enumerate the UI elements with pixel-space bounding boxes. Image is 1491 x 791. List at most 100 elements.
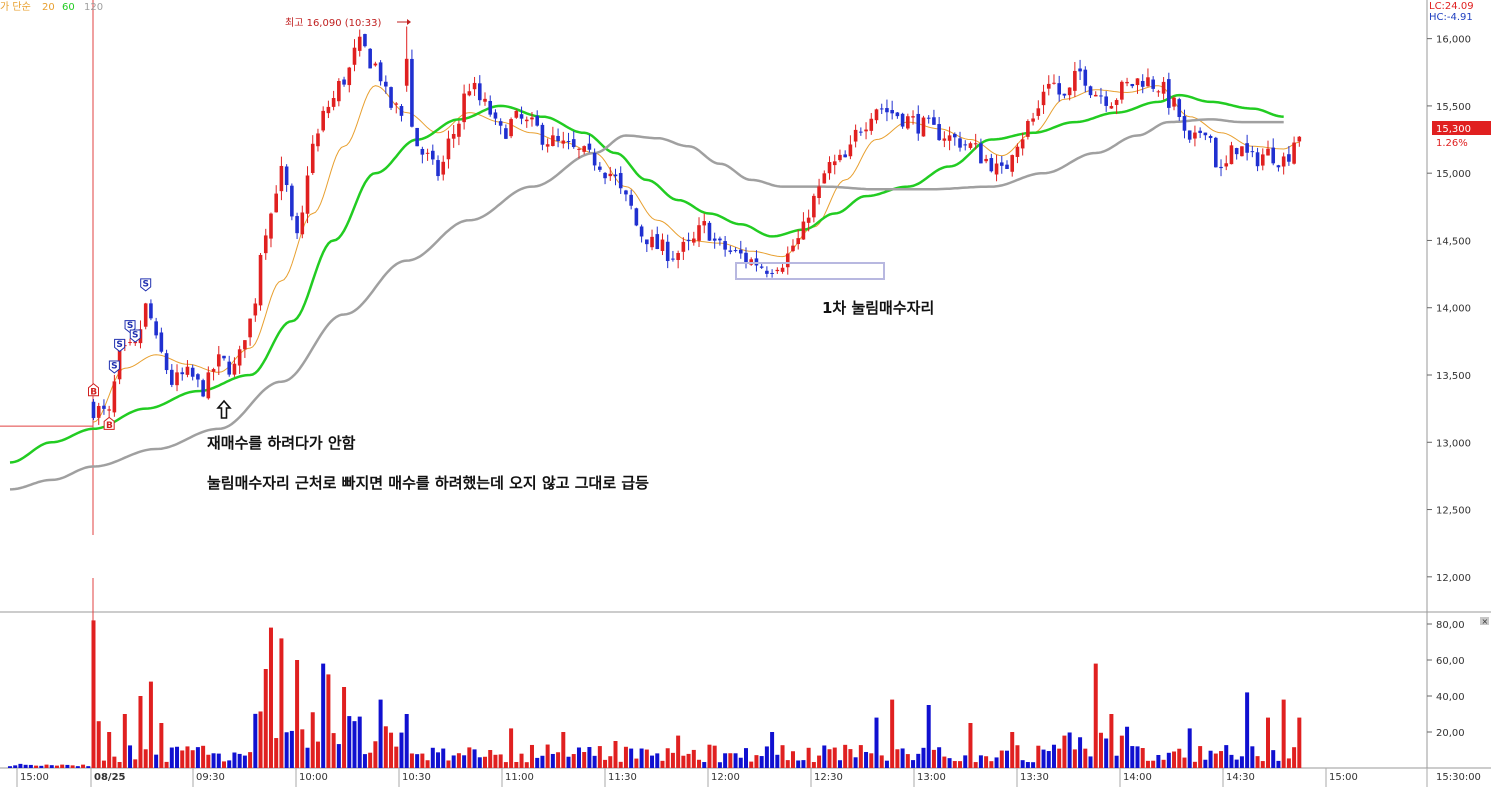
candle-body <box>415 127 419 147</box>
candle-body <box>885 108 889 113</box>
candle-body <box>1099 95 1103 97</box>
time-tick-label: 12:00 <box>711 772 740 783</box>
price-tick-label: 14,000 <box>1436 304 1471 315</box>
candle-body <box>368 48 372 69</box>
candle-body <box>660 239 665 252</box>
volume-bar <box>107 732 112 768</box>
candle-body <box>1224 163 1229 167</box>
candle-body <box>994 163 999 175</box>
sell-marker <box>108 360 120 374</box>
candle-body <box>300 212 305 235</box>
volume-bar <box>540 755 545 768</box>
candle-body <box>462 93 466 123</box>
volume-bar <box>571 754 576 768</box>
candle-body <box>613 174 618 177</box>
candle-body <box>472 82 477 90</box>
candle-body <box>634 208 639 226</box>
volume-bar <box>843 744 848 768</box>
volume-tick-label: 80,00 <box>1436 620 1465 631</box>
volume-bar <box>639 748 644 768</box>
volume-bar <box>101 760 106 768</box>
volume-bar <box>1234 759 1239 768</box>
volume-bar <box>483 756 487 768</box>
candle-body <box>243 340 247 350</box>
candle-body <box>1073 70 1077 91</box>
time-axis: 15:00 08/25 09:30 10:00 10:30 11:00 11:30 12:00… <box>16 768 1481 787</box>
candle-body <box>404 58 409 86</box>
volume-bar <box>195 747 200 768</box>
candle-body <box>618 173 623 189</box>
candle-body <box>942 138 947 141</box>
volume-bar <box>864 751 869 768</box>
volume-bar <box>441 748 446 768</box>
candle-body <box>556 135 560 141</box>
volume-bar <box>644 749 649 768</box>
sell-marker <box>114 338 126 353</box>
volume-bar <box>1145 760 1150 768</box>
candle-body <box>514 110 519 118</box>
time-tick-label: 13:30 <box>1020 772 1049 783</box>
volume-bar <box>1177 748 1182 768</box>
volume-bar <box>232 752 237 768</box>
candle-body <box>879 108 884 110</box>
volume-bar <box>34 765 39 768</box>
candle-body <box>1281 156 1286 167</box>
candle-body <box>1140 81 1145 87</box>
volume-bar <box>148 681 153 768</box>
candle-body <box>754 258 759 266</box>
candle-body <box>906 116 910 129</box>
candle-body <box>827 162 832 174</box>
candle-body <box>1088 86 1093 96</box>
volume-bar <box>1187 728 1192 768</box>
volume-bar <box>1114 755 1119 768</box>
candle-body <box>770 272 774 274</box>
volume-bar <box>394 746 399 768</box>
volume-bar <box>154 754 159 768</box>
close-icon[interactable]: × <box>1482 617 1489 626</box>
candle-body <box>1182 116 1187 131</box>
candle-body <box>848 144 853 157</box>
candle-body <box>1146 77 1150 87</box>
candle-body <box>598 166 602 170</box>
volume-bar <box>420 753 425 768</box>
volume-pane-close-button[interactable] <box>1480 617 1489 625</box>
time-tick-label: 14:30 <box>1226 772 1255 783</box>
candle-body <box>738 249 743 254</box>
candle-body <box>1193 132 1197 139</box>
volume-bar <box>1182 757 1187 768</box>
candle-body <box>352 47 357 65</box>
candle-body <box>222 355 226 359</box>
candle-body <box>911 116 915 118</box>
buy-marker-label: B <box>90 387 97 397</box>
volume-bar <box>227 760 232 768</box>
candle-body <box>284 166 289 186</box>
volume-bar <box>342 687 347 768</box>
volume-bar <box>1093 663 1098 768</box>
volume-bar <box>1276 760 1281 768</box>
price-tick-label: 15,000 <box>1436 169 1471 180</box>
volume-bar <box>712 745 717 768</box>
candle-body <box>357 36 362 51</box>
volume-bar <box>1255 756 1260 768</box>
candle-body <box>973 143 978 145</box>
candle-body <box>832 161 837 166</box>
volume-bar <box>848 749 853 768</box>
candle-body <box>399 106 404 116</box>
candle-body <box>582 146 586 152</box>
volume-bar <box>1130 746 1135 768</box>
candle-body <box>1177 99 1182 118</box>
volume-bar <box>263 669 268 768</box>
candle-body <box>310 143 315 173</box>
candle-body <box>571 139 576 148</box>
price-tick-label: 13,500 <box>1436 371 1471 382</box>
candle-body <box>1266 148 1270 156</box>
candle-body <box>1109 106 1114 109</box>
volume-bar <box>143 749 148 768</box>
volume-bar <box>13 765 18 768</box>
volume-bar <box>216 753 221 768</box>
candle-body <box>196 374 200 380</box>
volume-bar <box>806 747 811 768</box>
candle-body <box>185 366 190 375</box>
candle-body <box>561 140 566 144</box>
